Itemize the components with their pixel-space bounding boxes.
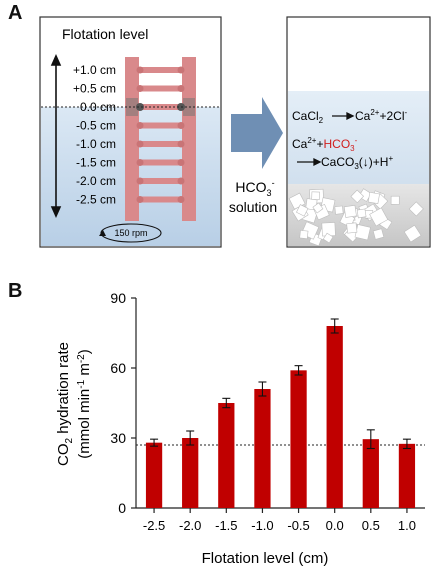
arrow-label: HCO3- <box>235 178 274 198</box>
caco3-crystal <box>311 191 320 200</box>
level-label: -2.5 cm <box>76 193 116 207</box>
level-label: -1.5 cm <box>76 156 116 170</box>
rotation-indicator: 150 rpm <box>99 223 162 243</box>
process-arrow <box>231 97 283 169</box>
reaction-vessel <box>286 16 431 248</box>
y-tick-label: 60 <box>110 360 126 376</box>
x-tick-label: 0.0 <box>326 518 344 533</box>
error-bar <box>366 429 375 450</box>
level-label: -0.5 cm <box>76 119 116 133</box>
x-tick-label: -2.0 <box>179 518 201 533</box>
level-axis-arrow <box>50 54 62 218</box>
arrow-label-line2: solution <box>229 199 277 215</box>
bar <box>398 443 416 508</box>
caco3-crystal <box>372 228 385 240</box>
bar <box>145 442 163 508</box>
caco3-crystal <box>343 204 357 218</box>
error-bar <box>294 365 303 376</box>
caco3-crystal <box>356 208 367 219</box>
level-label: +1.0 cm <box>73 63 116 77</box>
x-tick-label: -1.0 <box>251 518 273 533</box>
x-tick-label: -1.5 <box>215 518 237 533</box>
ladder-rung <box>136 103 185 111</box>
error-bar <box>186 430 195 446</box>
level-label: +0.5 cm <box>73 82 116 96</box>
ladder-device <box>125 57 196 221</box>
x-tick-label: -2.5 <box>143 518 165 533</box>
equation-1-products: Ca2++2Cl- <box>355 108 407 123</box>
x-tick-label: 0.5 <box>362 518 380 533</box>
caco3-crystal <box>296 204 309 217</box>
caco3-crystal <box>367 191 380 204</box>
caco3-crystal <box>322 232 334 244</box>
error-bar <box>150 438 159 447</box>
x-tick-label: 1.0 <box>398 518 416 533</box>
equation-1: CaCl2 <box>292 109 324 125</box>
panel-a-letter: A <box>8 2 23 24</box>
y-tick-label: 90 <box>110 290 126 306</box>
caco3-crystal <box>390 195 400 205</box>
caco3-crystal <box>350 189 364 204</box>
ladder-rung <box>136 85 185 92</box>
ladder-rung <box>136 122 185 129</box>
bar <box>290 370 307 508</box>
caco3-crystal <box>403 224 422 243</box>
x-tick-label: -0.5 <box>287 518 309 533</box>
hydration-rate-chart: CO2 hydration rate (mmol min-1 m-2) 0 30 6… <box>55 290 425 567</box>
level-label: -2.0 cm <box>76 174 116 188</box>
flotation-level-title: Flotation level <box>62 26 148 42</box>
x-axis-title: Flotation level (cm) <box>202 550 329 567</box>
ladder-rung <box>136 177 185 185</box>
caco3-crystal <box>354 224 371 241</box>
error-bar <box>258 381 267 397</box>
caco3-crystal <box>346 222 358 234</box>
error-bar <box>330 318 339 334</box>
caco3-crystal <box>369 207 389 227</box>
y-tick-label: 0 <box>118 500 126 516</box>
caco3-crystal <box>408 201 424 217</box>
equation-2-products: CaCO3(↓)+H+ <box>321 154 393 171</box>
panel-a-schematic: Flotation level +1.0 cm+0.5 cm0.0 cm-0.5… <box>39 16 431 248</box>
panel-b-letter: B <box>8 280 23 302</box>
y-axis-title: CO2 hydration rate (mmol min-1 m-2) <box>55 342 93 466</box>
level-label: -1.0 cm <box>76 137 116 151</box>
y-axis-title-line2: (mmol min-1 m-2) <box>76 349 93 458</box>
equation-1-arrow <box>332 111 355 121</box>
ladder-rung <box>136 66 185 74</box>
bar <box>362 439 379 508</box>
ladder-rung <box>136 140 185 148</box>
bar <box>326 326 343 508</box>
rpm-label: 150 rpm <box>114 228 147 238</box>
bar <box>218 403 235 508</box>
ladder-rung <box>136 196 185 203</box>
error-bar <box>222 397 231 409</box>
y-axis-title-line1: CO2 hydration rate <box>55 342 75 466</box>
equation-2-arrow <box>297 157 322 167</box>
ladder-rung <box>136 159 185 166</box>
bar <box>182 438 199 508</box>
caco3-crystal <box>334 205 344 215</box>
caco3-crystal <box>312 202 324 214</box>
error-bar <box>402 438 411 450</box>
bar <box>254 389 271 508</box>
equation-2: Ca2++HCO3- <box>292 136 358 153</box>
caco3-crystal <box>299 230 309 240</box>
y-tick-label: 30 <box>110 430 126 446</box>
